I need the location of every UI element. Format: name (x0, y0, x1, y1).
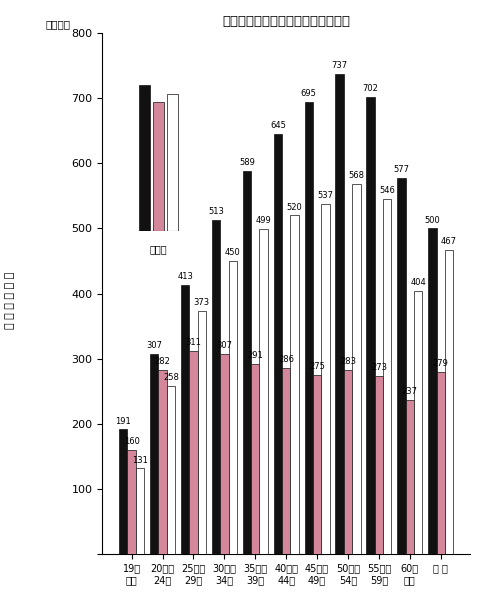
Text: 258: 258 (163, 373, 179, 382)
Text: 191: 191 (115, 416, 131, 425)
Text: 737: 737 (331, 61, 347, 70)
Bar (273, 134, 281, 554)
Text: （万円）: （万円） (45, 19, 70, 29)
Text: 413: 413 (177, 272, 193, 281)
Bar (251, 364, 259, 554)
Text: 275: 275 (308, 362, 324, 371)
Bar (281, 368, 290, 554)
Text: 237: 237 (401, 386, 417, 395)
Bar (312, 375, 320, 554)
Text: 373: 373 (193, 298, 210, 307)
Text: 307: 307 (216, 341, 232, 350)
Text: 546: 546 (378, 185, 394, 194)
Bar (304, 101, 312, 554)
Text: 702: 702 (362, 84, 378, 93)
Bar (365, 97, 374, 554)
Text: 283: 283 (339, 357, 355, 366)
Text: 131: 131 (132, 455, 148, 464)
Bar (119, 430, 127, 554)
Text: 577: 577 (393, 166, 408, 175)
Text: 499: 499 (255, 216, 271, 225)
Text: 500: 500 (424, 215, 439, 224)
Bar (427, 229, 436, 554)
Bar (259, 229, 267, 554)
Bar (228, 261, 236, 554)
Text: 273: 273 (370, 363, 386, 372)
Bar (212, 220, 220, 554)
Text: 279: 279 (432, 359, 448, 368)
Text: 291: 291 (247, 352, 263, 361)
Bar (290, 215, 298, 554)
Text: 160: 160 (123, 437, 139, 446)
Bar (220, 354, 228, 554)
Bar (166, 386, 175, 554)
Bar (382, 199, 391, 554)
Bar (181, 285, 189, 554)
Bar (320, 205, 329, 554)
Bar (413, 291, 422, 554)
Bar (197, 311, 206, 554)
Bar (189, 352, 197, 554)
Text: 645: 645 (269, 121, 285, 130)
Text: 537: 537 (317, 191, 333, 200)
Bar (127, 449, 136, 554)
Text: 450: 450 (225, 248, 240, 257)
Text: 311: 311 (185, 338, 201, 347)
Bar (374, 376, 382, 554)
Text: 520: 520 (286, 203, 302, 212)
Text: 男女計: 男女計 (149, 244, 167, 254)
Text: 513: 513 (208, 207, 224, 216)
Text: 568: 568 (348, 172, 363, 181)
Bar (444, 250, 453, 554)
Text: 467: 467 (440, 237, 456, 246)
Text: 695: 695 (300, 89, 316, 98)
Bar (335, 74, 343, 554)
Bar (343, 370, 351, 554)
Text: 282: 282 (154, 358, 170, 367)
Bar (405, 400, 413, 554)
Bar (136, 469, 144, 554)
Text: 404: 404 (409, 278, 425, 287)
Bar (351, 184, 360, 554)
Bar (158, 370, 166, 554)
Text: （ 平 均 給 与 ）: （ 平 均 給 与 ） (5, 271, 15, 329)
Text: 286: 286 (278, 355, 294, 364)
Bar (396, 178, 405, 554)
Bar (150, 354, 158, 554)
Bar (436, 372, 444, 554)
Text: 307: 307 (146, 341, 162, 350)
Text: 589: 589 (239, 158, 254, 167)
Bar (242, 170, 251, 554)
Title: （第１２図）年齢階層別の平均年齢: （第１２図）年齢階層別の平均年齢 (222, 15, 349, 28)
